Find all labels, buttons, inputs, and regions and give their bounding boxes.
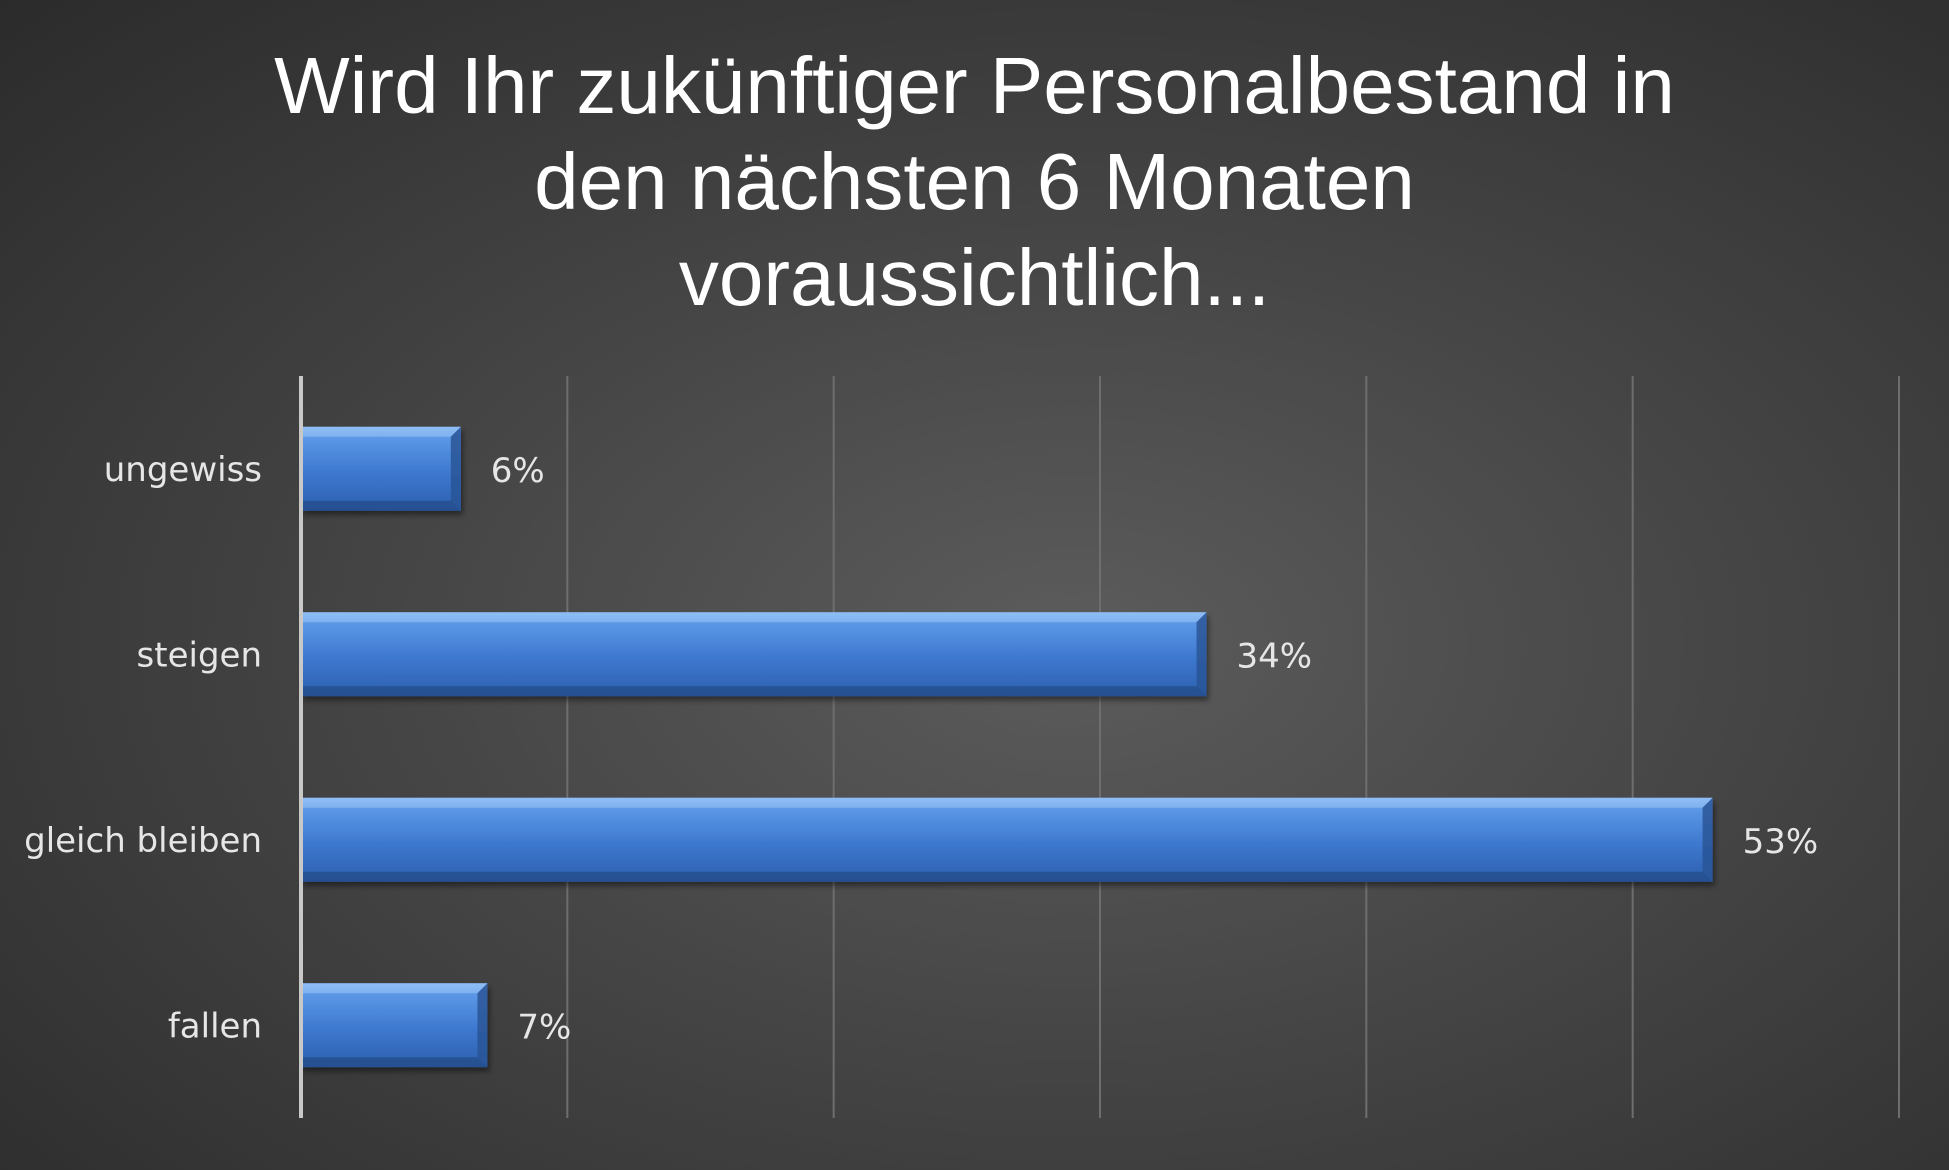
bar-body [301, 983, 488, 1068]
bar-bevel-right [1196, 612, 1207, 697]
bar-3 [301, 983, 488, 1068]
bar-bevel-bottom [301, 1057, 488, 1068]
chart-title-line-3: voraussichtlich... [678, 233, 1271, 322]
value-label: 7% [517, 1007, 571, 1047]
bar-bevel-bottom [301, 686, 1207, 697]
bar-bevel-top [301, 426, 461, 437]
bar-bevel-right [1702, 797, 1713, 882]
category-label: gleich bleiben [24, 821, 262, 861]
bar-bevel-top [301, 983, 488, 994]
bar-2 [301, 797, 1713, 882]
bar-bevel-top [301, 612, 1207, 623]
gridlines [566, 376, 1900, 1118]
bar-bevel-right [477, 983, 488, 1068]
bar-0 [301, 426, 461, 511]
bar-bevel-right [450, 426, 461, 511]
category-label: steigen [137, 635, 262, 675]
value-label: 53% [1743, 822, 1819, 862]
chart-title-line-2: den nächsten 6 Monaten [534, 137, 1415, 226]
category-label: fallen [168, 1006, 262, 1046]
labels: ungewiss 6% steigen 34% gleich bleiben 53% fal… [24, 376, 1818, 1118]
chart-title-line-1: Wird Ihr zukünftiger Personalbestand in [274, 41, 1675, 130]
bar-body [301, 426, 461, 511]
bar-1 [301, 612, 1207, 697]
bar-bevel-bottom [301, 500, 461, 511]
value-label: 34% [1237, 636, 1313, 676]
bar-bevel-bottom [301, 871, 1713, 882]
bars [301, 426, 1713, 1068]
value-label: 6% [491, 451, 545, 491]
bar-body [301, 797, 1713, 882]
chart-title: Wird Ihr zukünftiger Personalbestand in … [0, 38, 1949, 326]
bar-bevel-top [301, 797, 1713, 808]
bar-body [301, 612, 1207, 697]
category-label: ungewiss [104, 450, 262, 490]
